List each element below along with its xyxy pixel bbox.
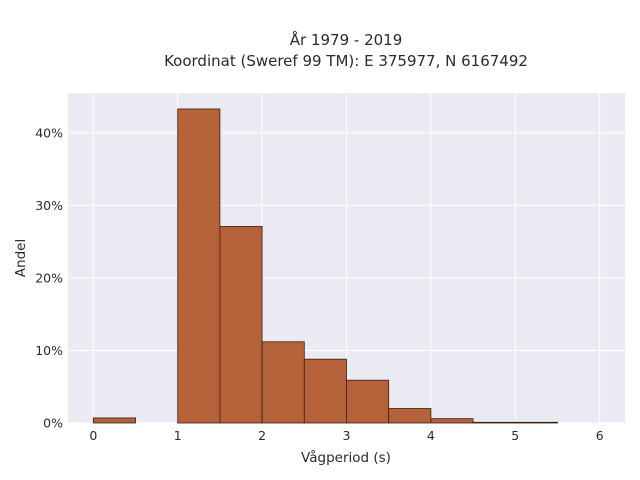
histogram-bar [388,408,432,424]
histogram-bar [303,358,347,424]
y-axis-label: Andel [13,239,29,277]
histogram-bar [514,421,558,424]
x-tick-label: 2 [258,428,266,443]
x-tick-label: 3 [343,428,351,443]
chart-title-line2: Koordinat (Sweref 99 TM): E 375977, N 61… [164,52,528,70]
y-tick-label: 0% [43,416,63,431]
histogram-bar [346,379,390,424]
x-tick-label: 1 [174,428,182,443]
histogram-bar [177,108,221,424]
x-axis-label: Vågperiod (s) [301,449,391,466]
x-axis-ticks: 0 1 2 3 4 5 6 [89,428,603,443]
chart-title-line1: År 1979 - 2019 [290,30,403,49]
y-tick-label: 40% [35,125,63,140]
bars-layer [92,108,558,424]
x-tick-label: 5 [511,428,519,443]
x-tick-label: 6 [596,428,604,443]
y-axis-ticks: 0% 10% 20% 30% 40% [35,125,63,430]
histogram-bar [219,226,263,424]
histogram-bar [92,417,136,424]
y-tick-label: 20% [35,270,63,285]
y-tick-label: 10% [35,343,63,358]
histogram-bar [261,341,305,424]
x-tick-label: 0 [89,428,97,443]
x-tick-label: 4 [427,428,435,443]
histogram-bar [430,418,474,424]
y-tick-label: 30% [35,198,63,213]
histogram-bar [472,421,516,424]
